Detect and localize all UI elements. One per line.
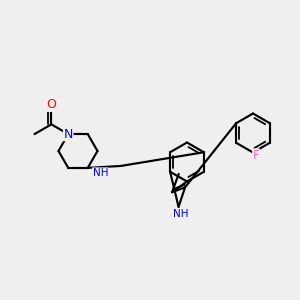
Text: F: F bbox=[253, 149, 259, 162]
Text: N: N bbox=[64, 128, 73, 141]
Text: NH: NH bbox=[93, 168, 108, 178]
Text: NH: NH bbox=[173, 209, 188, 219]
Text: O: O bbox=[46, 98, 56, 111]
